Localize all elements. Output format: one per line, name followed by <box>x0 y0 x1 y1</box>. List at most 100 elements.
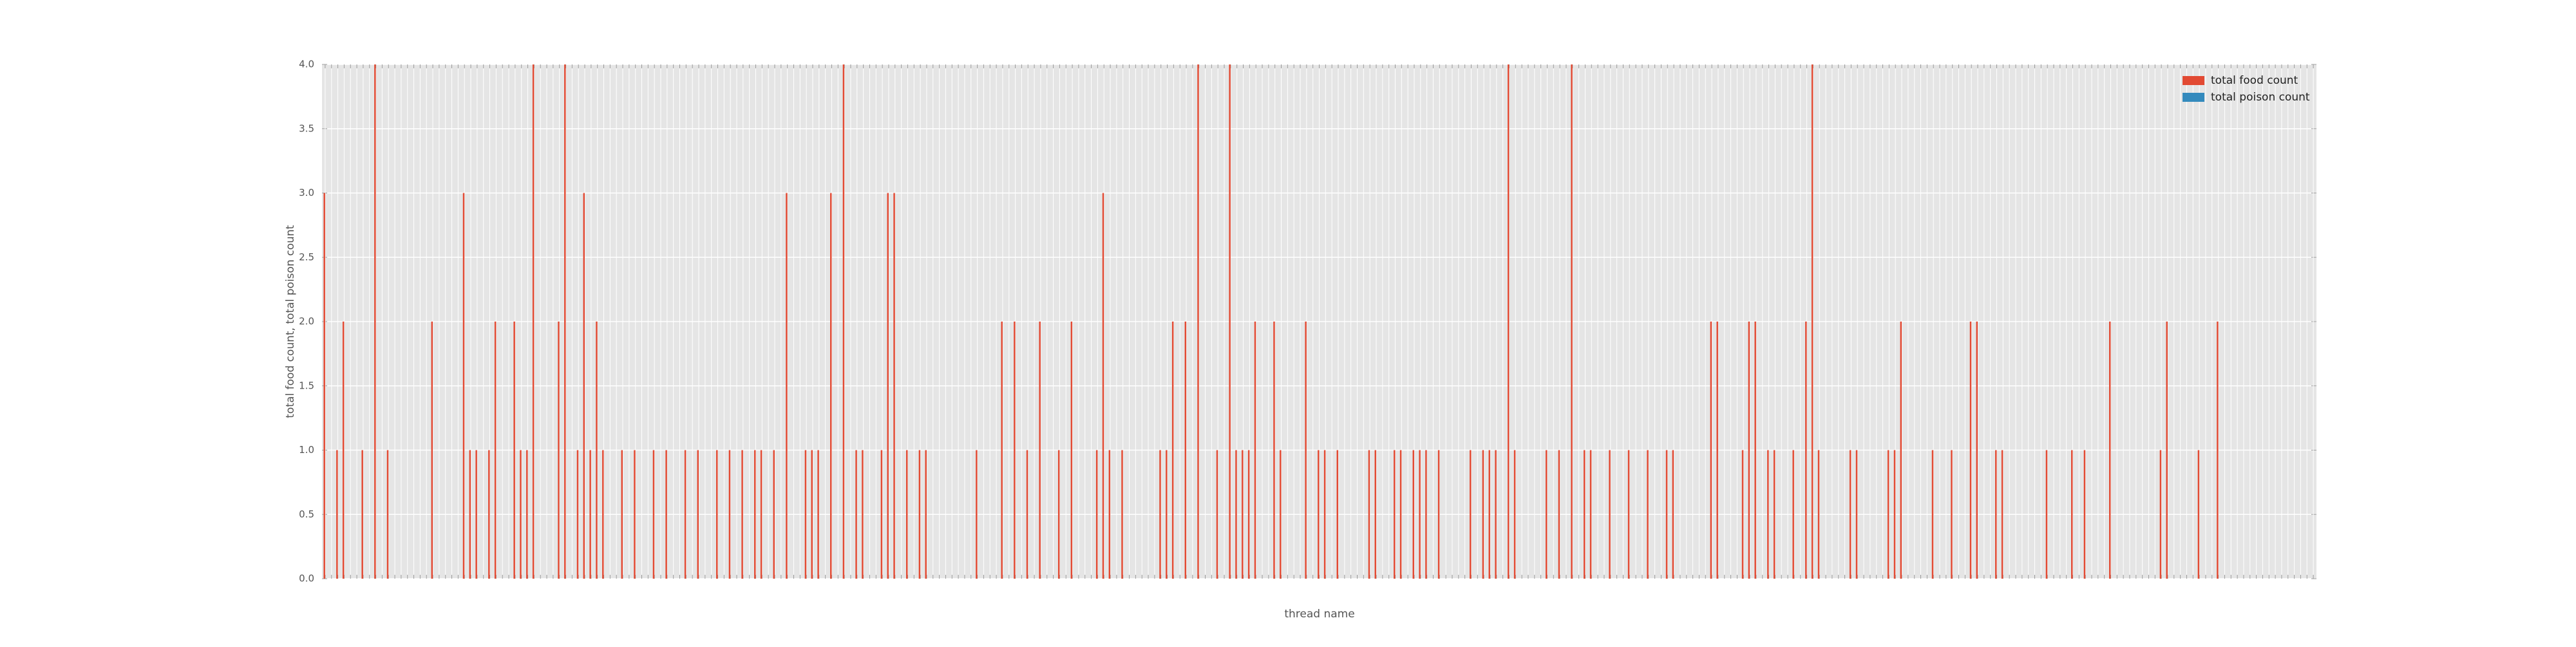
bar <box>1121 450 1123 579</box>
bar <box>2109 322 2111 579</box>
bar <box>431 322 433 579</box>
bar <box>1057 450 1060 579</box>
bar <box>1969 322 1972 579</box>
bar <box>1507 64 1510 579</box>
bar <box>1425 450 1427 579</box>
bar <box>925 450 927 579</box>
bar <box>1014 322 1016 579</box>
y-tick-label: 0.5 <box>299 508 314 520</box>
bar <box>1235 450 1237 579</box>
bar <box>386 450 389 579</box>
bar <box>1070 322 1073 579</box>
bar <box>1001 322 1003 579</box>
bar <box>532 64 535 579</box>
bar <box>1792 450 1794 579</box>
bar <box>665 450 667 579</box>
bar <box>1495 450 1497 579</box>
legend-swatch <box>2183 76 2204 85</box>
bar <box>1931 450 1934 579</box>
bar <box>576 450 579 579</box>
bar <box>1976 322 1978 579</box>
bar <box>336 450 338 579</box>
bar <box>1609 450 1611 579</box>
bar <box>1811 64 1814 579</box>
bar <box>887 193 889 579</box>
legend: total food count total poison count <box>2183 74 2310 104</box>
y-tick-label: 0.0 <box>299 573 314 584</box>
bar <box>1368 450 1370 579</box>
bar <box>1627 450 1630 579</box>
bar <box>1216 450 1218 579</box>
bar <box>829 193 832 579</box>
bar <box>634 450 636 579</box>
legend-swatch <box>2183 93 2204 102</box>
bar <box>2159 450 2162 579</box>
bar <box>361 450 363 579</box>
bar <box>1095 450 1098 579</box>
bar <box>596 322 598 579</box>
bar <box>2071 450 2073 579</box>
bar <box>1399 450 1402 579</box>
bar <box>621 450 623 579</box>
bar <box>488 450 490 579</box>
bar <box>1488 450 1490 579</box>
bar <box>526 450 528 579</box>
y-tick-label: 1.0 <box>299 444 314 456</box>
bar <box>773 450 775 579</box>
bar <box>1855 450 1858 579</box>
bar <box>462 193 465 579</box>
bar <box>475 450 477 579</box>
legend-label: total food count <box>2211 74 2298 87</box>
bar <box>558 322 560 579</box>
bar <box>1171 322 1174 579</box>
y-tick-label: 4.0 <box>299 59 314 70</box>
bar <box>862 450 864 579</box>
bar <box>1305 322 1307 579</box>
bar <box>513 322 515 579</box>
bar <box>1108 450 1111 579</box>
bar <box>754 450 756 579</box>
bar <box>1437 450 1440 579</box>
bar <box>1767 450 1769 579</box>
bar <box>602 450 604 579</box>
bar <box>1254 322 1256 579</box>
bar <box>1545 450 1548 579</box>
bar <box>520 450 522 579</box>
bar <box>1849 450 1852 579</box>
y-tick-label: 2.0 <box>299 316 314 327</box>
bar <box>1558 450 1560 579</box>
y-axis-label: total food count, total poison count <box>284 225 297 418</box>
bar <box>1887 450 1889 579</box>
bar <box>589 450 591 579</box>
bar <box>2166 322 2168 579</box>
bar <box>1672 450 1674 579</box>
bar <box>1482 450 1484 579</box>
bar <box>741 450 743 579</box>
y-tick-label: 3.0 <box>299 187 314 198</box>
bar <box>1323 450 1326 579</box>
bar <box>1229 64 1231 579</box>
bar <box>323 193 325 579</box>
bar <box>811 450 813 579</box>
bar <box>469 450 471 579</box>
bar <box>2001 450 2003 579</box>
bar <box>1247 450 1250 579</box>
bar <box>1995 450 1997 579</box>
bar <box>652 450 655 579</box>
bar <box>1273 322 1275 579</box>
bar <box>1589 450 1592 579</box>
bar <box>1817 450 1820 579</box>
bar <box>1773 450 1776 579</box>
bar <box>2045 450 2048 579</box>
bar <box>1394 450 1396 579</box>
bar <box>1374 450 1376 579</box>
bar <box>1318 450 1320 579</box>
bar <box>2083 450 2086 579</box>
bar <box>817 450 819 579</box>
bar <box>918 450 921 579</box>
bar <box>1159 450 1161 579</box>
y-tick-label: 2.5 <box>299 251 314 263</box>
bar <box>1513 450 1516 579</box>
